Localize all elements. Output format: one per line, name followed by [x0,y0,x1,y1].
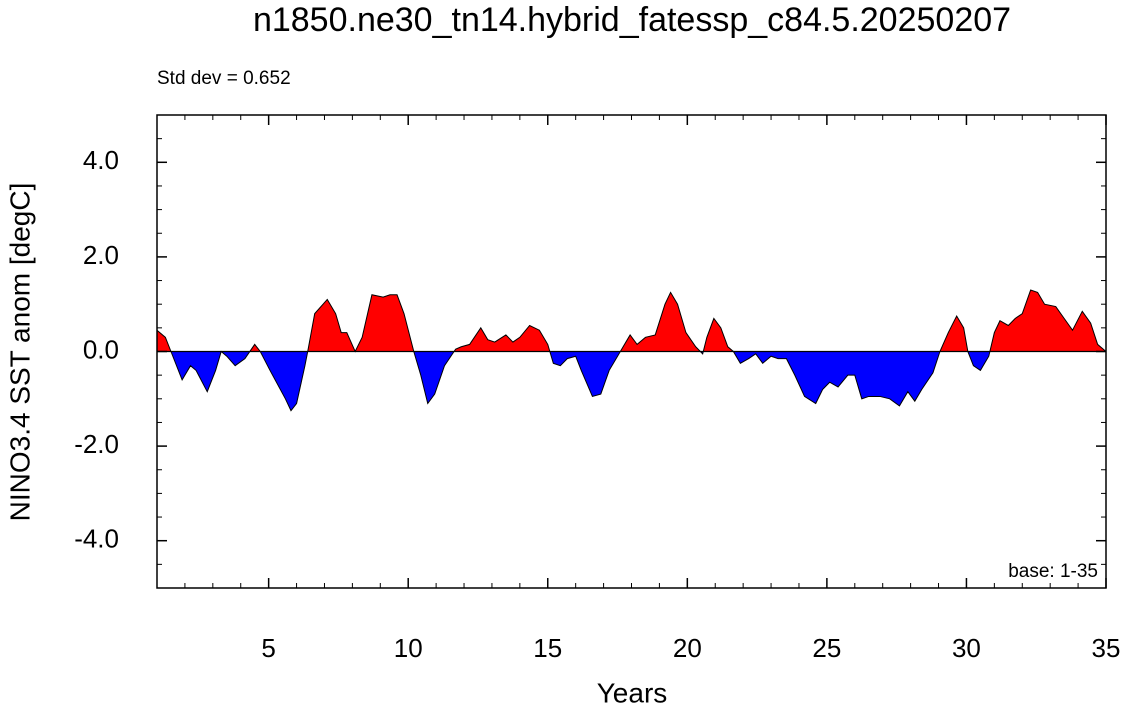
x-axis-label: Years [597,677,668,708]
x-tick-label: 20 [673,633,702,663]
positive-area [157,290,1106,352]
chart-title: n1850.ne30_tn14.hybrid_fatessp_c84.5.202… [253,1,1011,39]
x-tick-label: 30 [952,633,981,663]
annotation: base: 1-35 [1008,561,1098,582]
x-tick-label: 10 [394,633,423,663]
x-tick-label: 15 [533,633,562,663]
y-tick-label: 4.0 [83,145,119,175]
y-tick-label: 2.0 [83,240,119,270]
x-tick-label: 25 [812,633,841,663]
series-line [156,289,1107,412]
x-tick-label: 35 [1092,633,1121,663]
x-tick-label: 5 [261,633,275,663]
y-tick-label: 0.0 [83,334,119,364]
y-tick-label: -4.0 [74,524,119,554]
y-tick-label: -2.0 [74,429,119,459]
negative-area [157,351,1106,411]
y-axis-label: NINO3.4 SST anom [degC] [4,183,35,522]
subtitle: Std dev = 0.652 [157,68,291,89]
